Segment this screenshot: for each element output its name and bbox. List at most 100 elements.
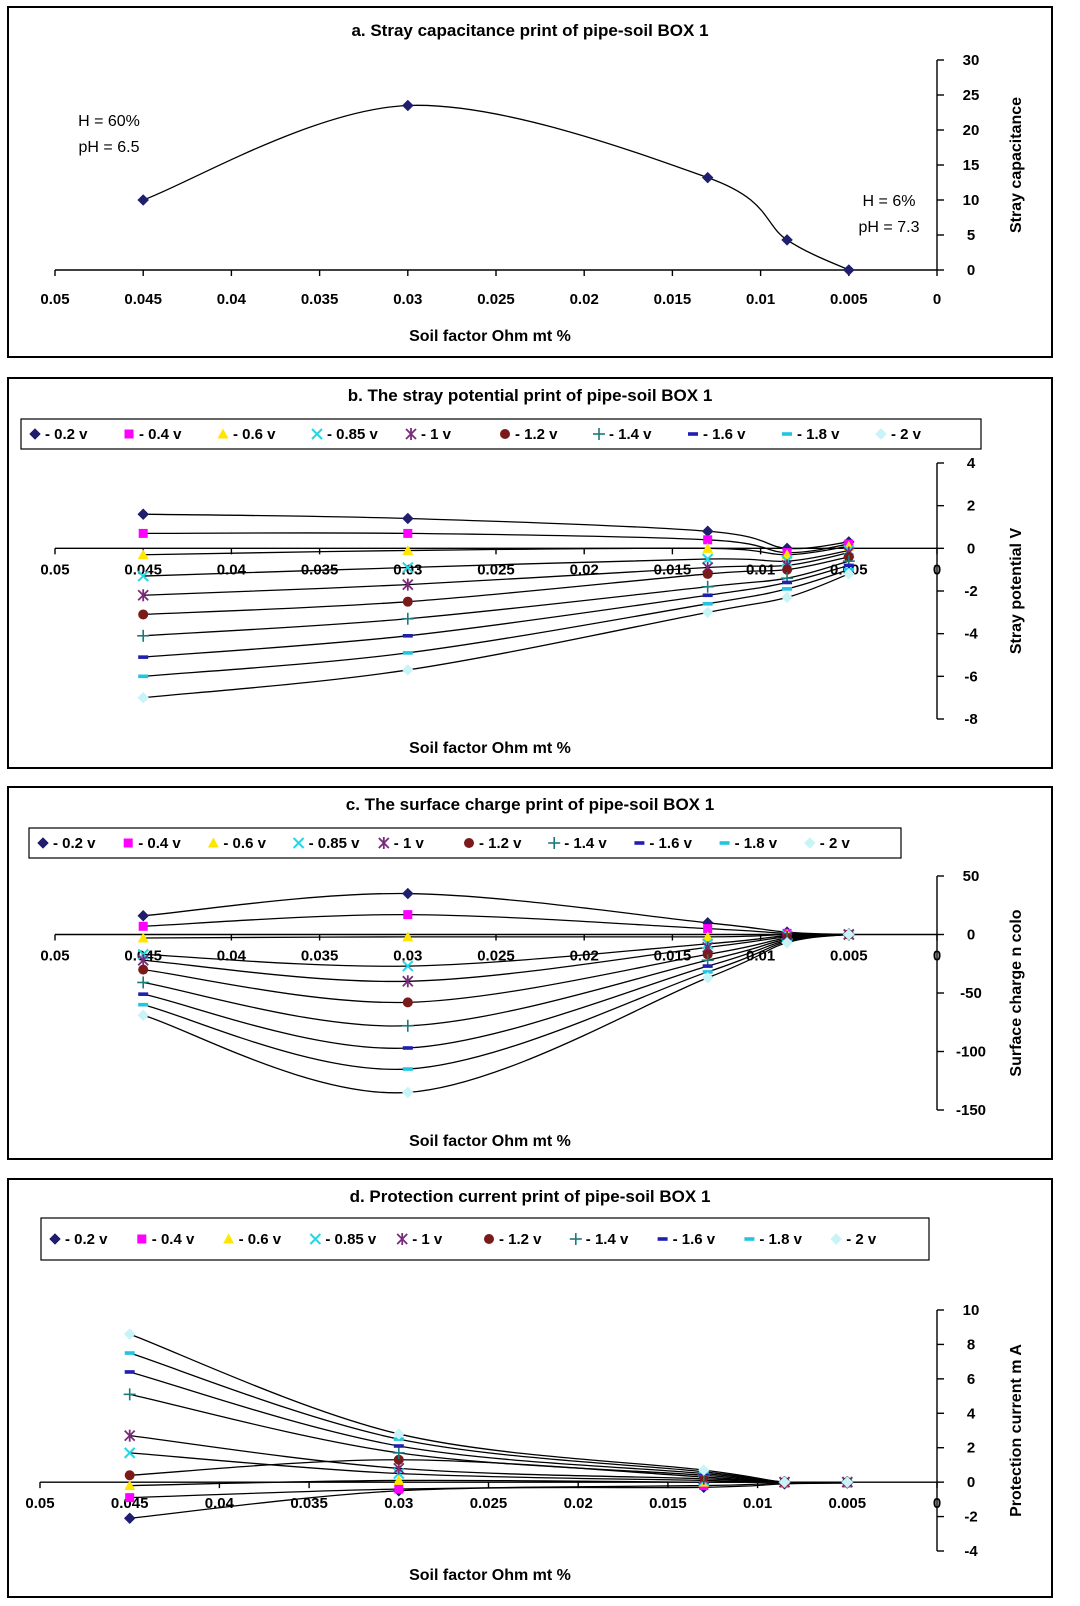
legend-marker (500, 429, 510, 439)
x-tick-label: 0.02 (570, 948, 599, 965)
legend-label: - 0.6 v (223, 835, 266, 852)
y-tick-label: 5 (967, 227, 975, 244)
legend-label: - 1.6 v (703, 426, 746, 443)
data-point (401, 612, 414, 625)
data-point (702, 542, 714, 553)
data-point (123, 1447, 136, 1459)
data-point (781, 591, 793, 604)
data-point (402, 596, 413, 607)
data-point (782, 587, 793, 591)
data-point (125, 1493, 135, 1503)
legend-marker (464, 838, 474, 848)
surface-charge-chart: c. The surface charge print of pipe-soil… (28, 795, 1025, 1150)
y-axis-title: Stray potential V (1008, 528, 1025, 655)
legend-marker (688, 432, 698, 436)
series-line (143, 569, 849, 677)
data-point (401, 1086, 414, 1099)
x-tick-label: 0.025 (477, 948, 515, 965)
data-point (124, 1351, 135, 1355)
legend-marker (207, 837, 219, 848)
y-tick-label: 0 (967, 927, 975, 944)
x-tick-label: 0.045 (111, 1495, 149, 1512)
data-point (137, 954, 149, 967)
legend-label: - 2 v (820, 835, 851, 852)
legend-marker (396, 1233, 408, 1245)
x-tick-label: 0.015 (654, 291, 692, 308)
stray-potential-chart: b. The stray potential print of pipe-soi… (20, 386, 1025, 757)
data-point (138, 992, 149, 996)
x-tick-label: 0.035 (301, 948, 339, 965)
data-point (701, 553, 714, 565)
data-point (137, 508, 150, 521)
data-point (402, 975, 414, 988)
data-point (137, 194, 150, 206)
legend-marker (49, 1233, 61, 1245)
data-point (137, 1009, 150, 1022)
data-point (402, 578, 414, 591)
y-tick-label: 0 (967, 540, 975, 557)
legend-label: - 2 v (846, 1231, 877, 1248)
y-tick-label: -4 (964, 1543, 978, 1560)
data-point (401, 99, 414, 112)
x-tick-label: 0.05 (25, 1495, 54, 1512)
annotation: H = 6% pH = 7.3 (859, 193, 920, 236)
chart-title: d. Protection current print of pipe-soil… (350, 1187, 711, 1206)
data-point (841, 1476, 854, 1488)
data-point (781, 936, 793, 949)
data-point (137, 691, 150, 704)
data-point (701, 971, 714, 984)
data-point (403, 528, 413, 538)
data-point (697, 1464, 710, 1476)
x-tick-label: 0.005 (829, 1495, 867, 1512)
panel-a: a. Stray capacitance print of pipe-soil … (7, 6, 1053, 358)
series-group (137, 887, 855, 1099)
y-tick-label: -50 (960, 985, 982, 1002)
legend-label: - 1.8 v (797, 426, 840, 443)
x-tick-label: 0.01 (746, 291, 775, 308)
data-point (137, 549, 149, 560)
y-tick-label: 2 (967, 1440, 975, 1457)
data-point (782, 580, 793, 585)
data-point (138, 609, 149, 620)
data-point (701, 525, 714, 538)
data-point (137, 909, 150, 922)
annotation-text: pH = 7.3 (859, 219, 920, 236)
y-tick-label: 0 (967, 1474, 975, 1491)
y-axis-title: Surface charge n colo (1008, 909, 1025, 1076)
legend-marker (223, 1233, 235, 1244)
legend-marker (803, 837, 816, 849)
data-point (401, 1019, 414, 1032)
x-axis-title: Soil factor Ohm mt % (409, 740, 571, 757)
x-tick-label: 0.02 (564, 1495, 593, 1512)
y-tick-label: 15 (963, 157, 980, 174)
legend-marker (657, 1237, 668, 1241)
x-tick-label: 0.025 (477, 291, 515, 308)
x-tick-label: 0.005 (830, 291, 868, 308)
legend-label: - 0.4 v (139, 426, 182, 443)
panel-d: d. Protection current print of pipe-soil… (7, 1178, 1053, 1598)
data-point (702, 964, 713, 968)
data-point (124, 1370, 135, 1374)
annotation: H = 60% pH = 6.5 (78, 113, 140, 156)
y-tick-label: -8 (964, 711, 977, 728)
legend-marker (719, 841, 730, 845)
x-tick-label: 0.045 (124, 291, 162, 308)
data-point (137, 629, 150, 642)
legend-label: - 0.85 v (327, 426, 379, 443)
y-tick-label: -6 (964, 668, 977, 685)
legend-label: - 0.4 v (152, 1231, 195, 1248)
x-axis-title: Soil factor Ohm mt % (409, 1133, 571, 1150)
data-point (402, 931, 414, 942)
legend-marker (29, 428, 41, 440)
legend-label: - 0.85 v (309, 835, 361, 852)
x-tick-label: 0.03 (393, 948, 422, 965)
data-point (138, 655, 149, 659)
series-line (129, 1333, 848, 1484)
legend-marker (123, 838, 133, 848)
y-tick-label: -2 (964, 583, 977, 600)
data-point (778, 1476, 791, 1488)
data-point (138, 964, 149, 975)
series-line (129, 1393, 848, 1484)
data-point (702, 602, 713, 606)
x-tick-label: 0.03 (384, 1495, 413, 1512)
